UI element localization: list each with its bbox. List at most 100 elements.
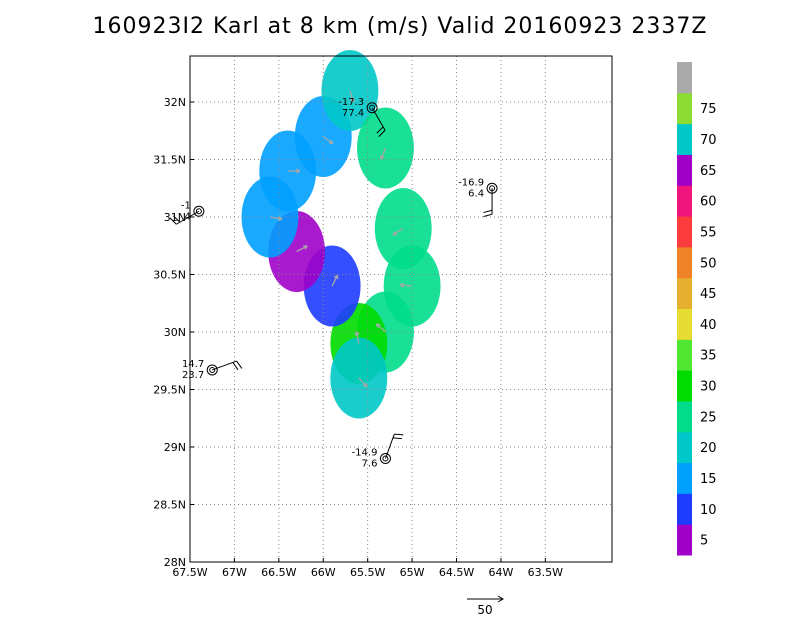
station-value-top: 14.7 [182, 359, 204, 370]
x-tick-label: 65W [400, 566, 425, 579]
barb-flag [394, 433, 404, 436]
colorbar-label: 55 [700, 225, 717, 240]
barb-flag [483, 213, 493, 218]
wind-arrow [375, 323, 386, 333]
colorbar-segment [677, 246, 692, 279]
x-tick-label: 63.5W [528, 566, 563, 579]
wind-arrow [399, 282, 413, 288]
colorbar-label: 45 [700, 287, 717, 302]
barb-flag [173, 215, 181, 223]
wind-arrow [331, 274, 339, 287]
colorbar-label: 15 [700, 472, 717, 487]
colorbar-label: 75 [700, 102, 717, 117]
colorbar-segment [677, 216, 692, 248]
station-ring [379, 453, 391, 464]
station-inner-ring [209, 366, 216, 373]
reference-vector-label: 50 [477, 603, 492, 617]
colorbar-label: 25 [700, 410, 717, 425]
plot-frame [189, 55, 613, 563]
colorbar-label: 40 [700, 318, 717, 333]
colorbar-segment [677, 92, 692, 125]
colorbar-segment [677, 524, 692, 556]
y-tick-label: 30.5N [153, 269, 186, 282]
colorbar-label: 35 [700, 349, 717, 364]
station-value-bottom: 4 [185, 211, 191, 222]
y-tick-label: 31.5N [153, 154, 186, 167]
wind-arrow [392, 227, 404, 236]
colorbar-label: 30 [700, 380, 717, 395]
colorbar-segment [677, 308, 692, 340]
station-value-top: -16.9 [458, 177, 484, 188]
barb-staff [384, 433, 395, 459]
observation-station: -17.377.4 [338, 97, 386, 137]
barb-flag [392, 437, 402, 440]
wind-arrow [269, 216, 283, 221]
barb-flag [376, 126, 384, 134]
x-tick-label: 67W [222, 566, 247, 579]
y-tick-label: 30N [164, 326, 186, 339]
colorbar-segment [677, 339, 692, 371]
colorbar-label: 60 [700, 195, 717, 210]
station-value-top: -17.3 [338, 97, 364, 108]
station-inner-ring [195, 208, 202, 215]
station-ring [366, 102, 378, 114]
chart-title: 160923I2 Karl at 8 km (m/s) Valid 201609… [92, 14, 708, 39]
colorbar-label: 10 [700, 503, 717, 518]
barb-staff [176, 210, 200, 225]
x-tick-label: 66W [311, 566, 336, 579]
wind-vectors [269, 90, 413, 388]
station-value-bottom: 23.7 [182, 370, 204, 381]
station-inner-ring [369, 104, 376, 111]
colorbar-segment [677, 123, 692, 155]
x-tick-label: 65.5W [350, 566, 385, 579]
colorbar-segment [677, 62, 692, 94]
colorbar-segment [677, 185, 692, 217]
station-value-bottom: 6.4 [468, 188, 484, 199]
observation-station: -14 [169, 200, 205, 225]
station-value-top: -1 [181, 200, 191, 211]
y-tick-label: 28N [164, 556, 186, 569]
y-tick-label: 29N [164, 441, 186, 454]
y-tick-label: 32N [164, 96, 186, 109]
wind-arrow [322, 135, 334, 145]
y-tick-label: 29.5N [153, 384, 186, 397]
y-tick-label: 28.5N [153, 499, 186, 512]
station-value-bottom: 7.6 [362, 459, 378, 470]
reference-vector: 50 [467, 595, 504, 617]
colorbar-segment [677, 462, 692, 494]
station-ring [193, 205, 205, 217]
station-ring [206, 364, 218, 376]
wind-arrow [354, 331, 360, 344]
x-tick-label: 64W [489, 566, 514, 579]
barb-flag [236, 360, 243, 369]
barb-staff [212, 360, 237, 371]
colorbar-segment [677, 493, 692, 525]
colorbar-label: 50 [700, 256, 717, 271]
station-inner-ring [382, 455, 389, 462]
colorbar-segment [677, 400, 692, 433]
y-tick-label: 31N [164, 211, 186, 224]
barb-flag [483, 209, 493, 214]
wind-arrow [349, 90, 355, 103]
colorbar-segment [677, 154, 692, 186]
colorbar-label: 5 [700, 534, 708, 549]
observation-stations: -17.377.4 -16.96.4 -14 14.723.7 -14.97.6 [169, 97, 498, 470]
barb-flag [232, 362, 239, 371]
station-value-bottom: 77.4 [342, 108, 364, 119]
wind-arrow [287, 168, 301, 174]
wind-speed-field [241, 50, 441, 419]
axis-ticks: 67.5W 67W 66.5W 66W 65.5W 65W 64.5W 64W 63.5W 28N… [153, 96, 563, 579]
wind-arrow [358, 377, 368, 388]
colorbar-label: 20 [700, 441, 717, 456]
observation-station: -14.97.6 [352, 433, 404, 470]
x-tick-label: 66.5W [261, 566, 296, 579]
wind-arrow [379, 147, 387, 160]
colorbar: 5 10 15 20 25 30 35 40 45 50 55 60 65 70 75 [677, 62, 717, 556]
station-value-top: -14.9 [352, 448, 378, 459]
barb-flag [169, 217, 177, 225]
colorbar-label: 70 [700, 133, 717, 148]
barb-flag [378, 129, 386, 137]
x-tick-label: 67.5W [172, 566, 207, 579]
x-tick-label: 64.5W [439, 566, 474, 579]
observation-station: 14.723.7 [182, 359, 243, 381]
